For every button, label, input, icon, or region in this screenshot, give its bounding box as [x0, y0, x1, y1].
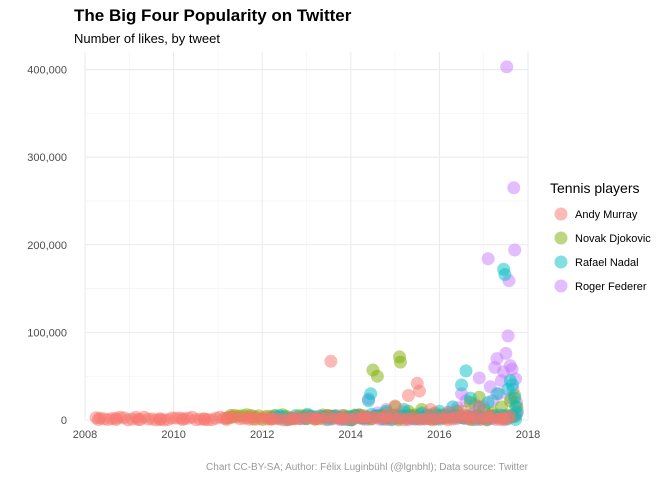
data-point: [500, 60, 514, 74]
series-roger-federer: [317, 60, 524, 427]
x-tick-label: 2018: [516, 429, 540, 441]
data-point: [424, 402, 438, 416]
x-tick-label: 2010: [161, 429, 185, 441]
data-point: [109, 413, 123, 427]
data-point: [264, 412, 278, 426]
y-tick-label: 400,000: [27, 65, 67, 77]
legend-item: Roger Federer: [554, 279, 647, 293]
legend-swatch: [554, 279, 568, 293]
data-point: [198, 413, 212, 427]
chart-caption: Chart CC-BY-SA; Author: Félix Luginbühl …: [206, 462, 529, 473]
data-point: [508, 243, 522, 257]
data-point: [503, 409, 517, 423]
legend-swatch: [554, 231, 568, 245]
data-point: [324, 354, 338, 368]
data-point: [498, 268, 512, 282]
data-point: [463, 408, 477, 422]
data-point: [388, 399, 402, 413]
legend-label: Rafael Nadal: [575, 257, 639, 269]
data-point: [379, 408, 393, 422]
data-point: [153, 413, 167, 427]
y-axis-ticks: 0 100,000 200,000 300,000 400,000: [27, 65, 67, 427]
data-point: [472, 371, 486, 385]
data-point: [393, 355, 407, 369]
y-tick-label: 0: [61, 415, 67, 427]
x-tick-label: 2014: [339, 429, 363, 441]
data-point: [481, 409, 495, 423]
data-point: [357, 410, 371, 424]
y-tick-label: 300,000: [27, 152, 67, 164]
data-point: [364, 387, 378, 401]
data-point: [459, 364, 473, 378]
x-axis-ticks: 2008 2010 2012 2014 2016 2018: [73, 429, 540, 441]
data-points: [89, 60, 524, 427]
data-point: [507, 181, 521, 195]
legend-label: Andy Murray: [575, 209, 638, 221]
legend-label: Roger Federer: [575, 281, 647, 293]
data-point: [370, 369, 384, 383]
data-point: [91, 413, 105, 427]
legend-item: Novak Djokovic: [554, 231, 651, 245]
data-point: [242, 412, 256, 426]
data-point: [401, 388, 415, 402]
y-tick-label: 100,000: [27, 327, 67, 339]
data-point: [308, 412, 322, 426]
data-point: [490, 387, 504, 401]
legend-title: Tennis players: [550, 180, 640, 196]
y-tick-label: 200,000: [27, 240, 67, 252]
data-point: [499, 346, 513, 360]
chart-title: The Big Four Popularity on Twitter: [74, 6, 352, 25]
data-point: [472, 400, 486, 414]
x-tick-label: 2012: [250, 429, 274, 441]
x-tick-label: 2008: [73, 429, 97, 441]
data-point: [441, 406, 455, 420]
data-point: [131, 413, 145, 427]
legend-swatch: [554, 207, 568, 221]
chart-subtitle: Number of likes, by tweet: [74, 31, 220, 46]
data-point: [286, 412, 300, 426]
data-point: [412, 384, 426, 398]
legend-item: Rafael Nadal: [554, 255, 639, 269]
data-point: [335, 411, 349, 425]
legend: Tennis players Andy Murray Novak Djokovic…: [550, 180, 651, 293]
data-point: [505, 378, 519, 392]
series-andy-murray: [89, 354, 517, 427]
grid-lines: [84, 52, 529, 421]
data-point: [220, 413, 234, 427]
data-point: [481, 252, 495, 266]
legend-swatch: [554, 255, 568, 269]
data-point: [463, 391, 477, 405]
data-point: [501, 329, 515, 343]
legend-item: Andy Murray: [554, 207, 638, 221]
data-point: [175, 413, 189, 427]
legend-label: Novak Djokovic: [575, 233, 651, 245]
data-point: [455, 378, 469, 392]
x-tick-label: 2016: [427, 429, 451, 441]
